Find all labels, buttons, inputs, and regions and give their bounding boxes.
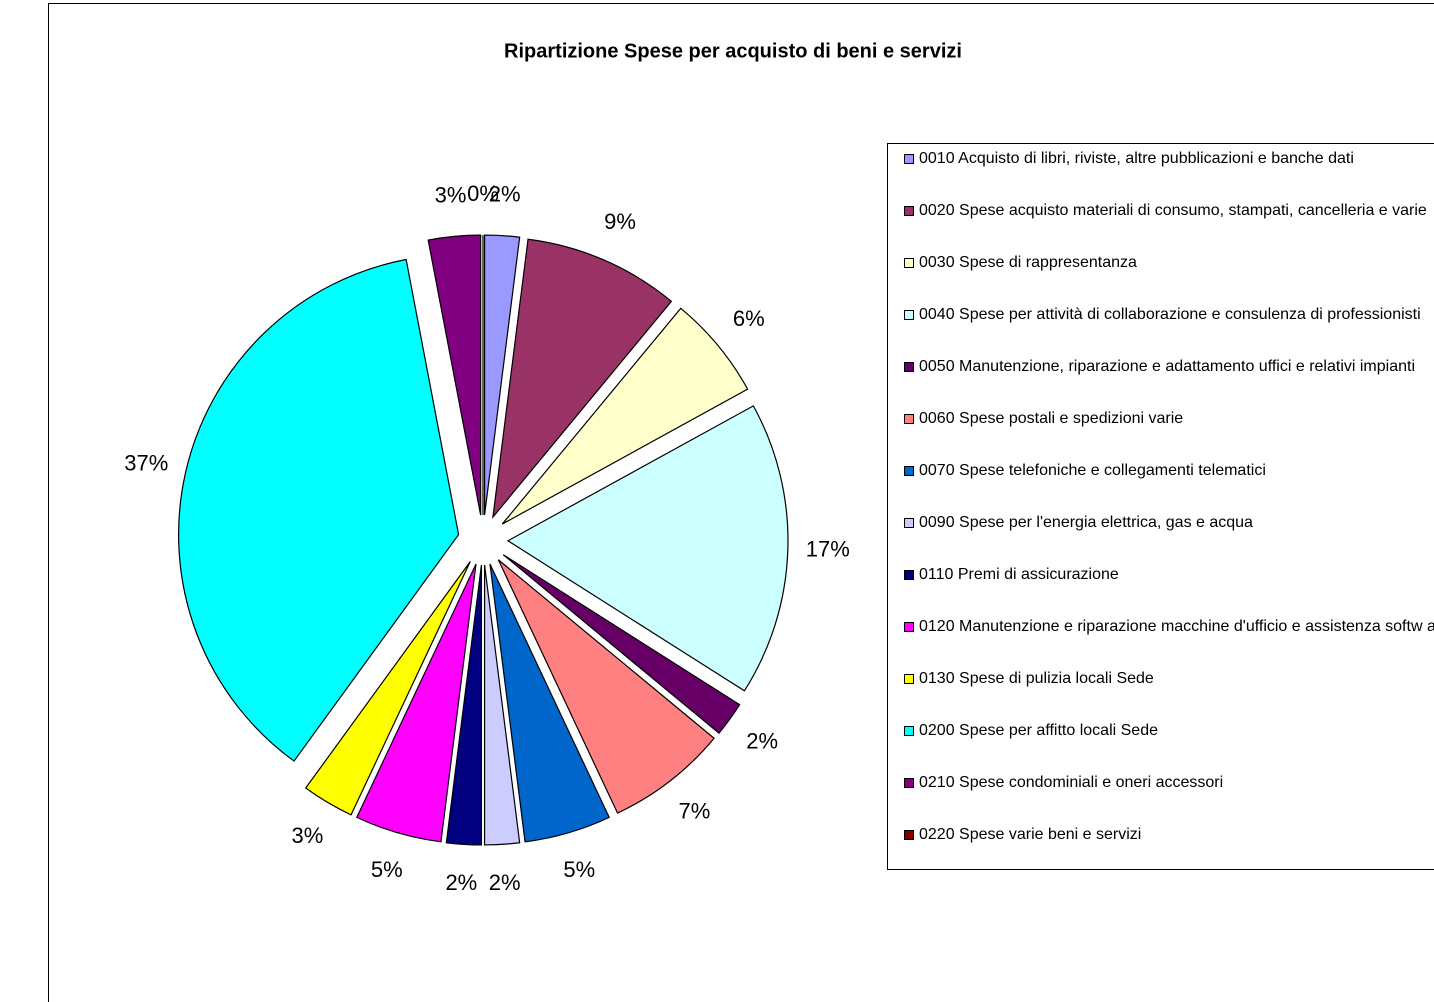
- legend-label: 0210 Spese condominiali e oneri accessor…: [919, 774, 1224, 791]
- data-label: 6%: [733, 306, 765, 331]
- legend-label: 0050 Manutenzione, riparazione e adattam…: [919, 358, 1415, 375]
- legend-swatch: [904, 778, 914, 788]
- legend-label: 0010 Acquisto di libri, riviste, altre p…: [919, 150, 1354, 167]
- legend-label: 0130 Spese di pulizia locali Sede: [919, 670, 1154, 687]
- legend-swatch: [904, 622, 914, 632]
- pie-slice: [489, 563, 610, 843]
- legend-entry: 0020 Spese acquisto materiali di consumo…: [904, 201, 1434, 221]
- legend-entry: 0110 Premi di assicurazione: [904, 565, 1434, 585]
- legend-swatch: [904, 518, 914, 528]
- pie-slice: [506, 405, 789, 692]
- legend-label: 0030 Spese di rappresentanza: [919, 254, 1137, 271]
- pie-slice: [445, 564, 483, 846]
- data-label: 2%: [445, 870, 477, 895]
- data-label: 3%: [435, 182, 467, 207]
- data-label: 2%: [489, 870, 521, 895]
- data-label: 5%: [563, 857, 595, 882]
- legend-entry: 0120 Manutenzione e riparazione macchine…: [904, 617, 1434, 637]
- legend-swatch: [904, 362, 914, 372]
- legend-label: 0070 Spese telefoniche e collegamenti te…: [919, 462, 1266, 479]
- legend-label: 0110 Premi di assicurazione: [919, 566, 1119, 583]
- legend-swatch: [904, 674, 914, 684]
- legend-entry: 0010 Acquisto di libri, riviste, altre p…: [904, 149, 1434, 169]
- pie-slice: [356, 563, 477, 843]
- legend-entry: 0050 Manutenzione, riparazione e adattam…: [904, 357, 1434, 377]
- legend-swatch: [904, 830, 914, 840]
- legend-label: 0090 Spese per l'energia elettrica, gas …: [919, 514, 1253, 531]
- legend-swatch: [904, 726, 914, 736]
- legend-entry: 0060 Spese postali e spedizioni varie: [904, 409, 1434, 429]
- chart-title: Ripartizione Spese per acquisto di beni …: [504, 40, 962, 62]
- data-label: 5%: [371, 857, 403, 882]
- legend-swatch: [904, 414, 914, 424]
- legend-label: 0040 Spese per attività di collaborazion…: [919, 306, 1421, 323]
- data-label: 2%: [489, 181, 521, 206]
- legend-entry: 0070 Spese telefoniche e collegamenti te…: [904, 461, 1434, 481]
- data-label: 3%: [291, 823, 323, 848]
- legend-swatch: [904, 258, 914, 268]
- data-label: 2%: [746, 729, 778, 754]
- pie-slice: [502, 554, 741, 735]
- legend-label: 0120 Manutenzione e riparazione macchine…: [919, 618, 1434, 635]
- pie-slice: [304, 561, 471, 816]
- legend-entry: 0220 Spese varie beni e servizi: [904, 825, 1434, 845]
- legend-swatch: [904, 570, 914, 580]
- chart-frame: [48, 3, 1434, 1002]
- legend-label: 0020 Spese acquisto materiali di consumo…: [919, 202, 1427, 219]
- pie-slice: [483, 564, 521, 846]
- legend-label: 0220 Spese varie beni e servizi: [919, 826, 1142, 843]
- legend-swatch: [904, 310, 914, 320]
- data-label: 17%: [806, 537, 850, 562]
- data-label: 37%: [124, 451, 168, 476]
- pie-slice: [501, 307, 749, 525]
- legend-entry: 0130 Spese di pulizia locali Sede: [904, 669, 1434, 689]
- pie-slice: [492, 238, 673, 520]
- data-label: 9%: [604, 209, 636, 234]
- legend: 0010 Acquisto di libri, riviste, altre p…: [887, 143, 1434, 870]
- legend-entry: 0040 Spese per attività di collaborazion…: [904, 305, 1434, 325]
- legend-entry: 0030 Spese di rappresentanza: [904, 253, 1434, 273]
- data-label: 0%: [467, 181, 499, 206]
- pie-slice: [497, 559, 715, 814]
- legend-swatch: [904, 206, 914, 216]
- legend-label: 0200 Spese per affitto locali Sede: [919, 722, 1158, 739]
- legend-swatch: [904, 466, 914, 476]
- legend-entry: 0090 Spese per l'energia elettrica, gas …: [904, 513, 1434, 533]
- legend-swatch: [904, 154, 914, 164]
- pie-slice: [483, 234, 521, 516]
- legend-entry: 0210 Spese condominiali e oneri accessor…: [904, 773, 1434, 793]
- pie-slice: [427, 234, 482, 516]
- legend-entry: 0200 Spese per affitto locali Sede: [904, 721, 1434, 741]
- data-label: 7%: [679, 798, 711, 823]
- legend-label: 0060 Spese postali e spedizioni varie: [919, 410, 1184, 427]
- pie-slice: [178, 258, 460, 762]
